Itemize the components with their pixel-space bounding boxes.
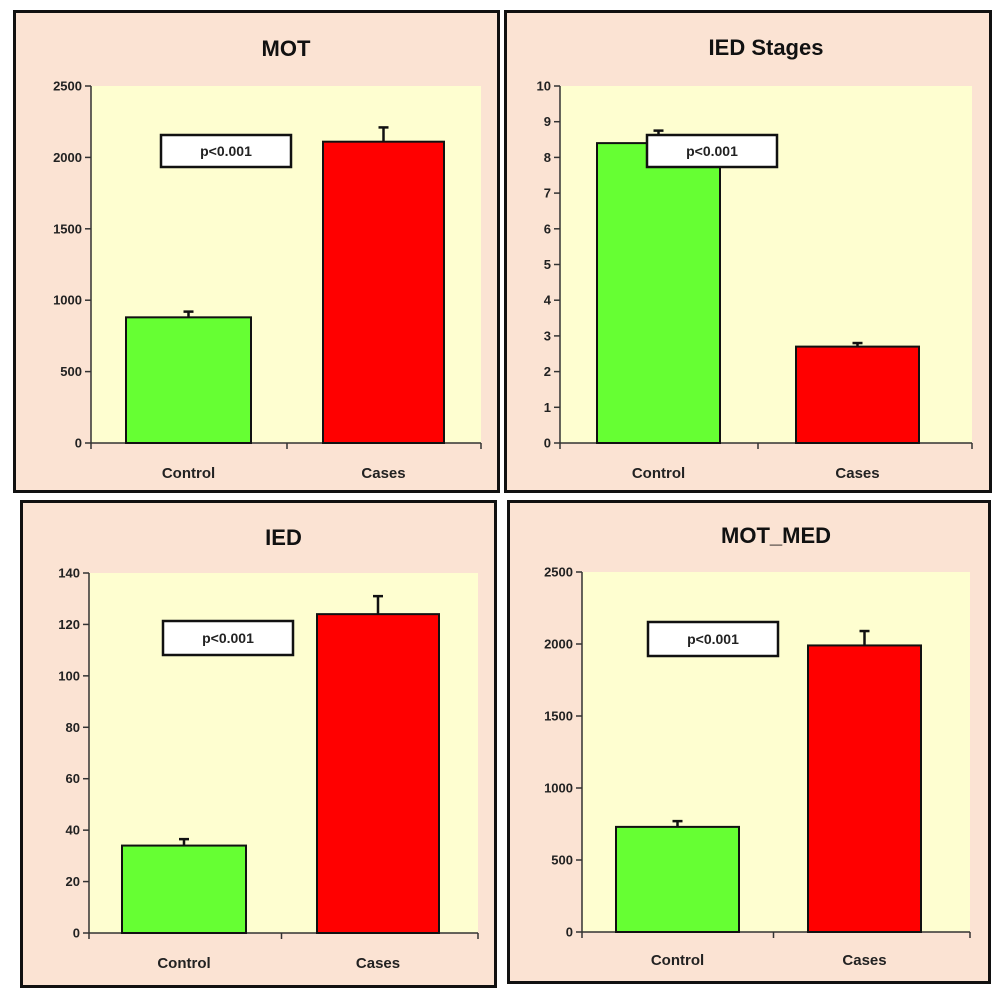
y-tick-label: 20 xyxy=(66,874,80,889)
y-tick-label: 2500 xyxy=(53,79,82,94)
y-tick-label: 500 xyxy=(60,364,82,379)
p-value-label: p<0.001 xyxy=(687,631,739,647)
bar-cases xyxy=(807,644,922,933)
p-value-box xyxy=(645,133,779,169)
bar-control xyxy=(615,825,740,934)
y-tick-label: 6 xyxy=(544,221,551,236)
x-tick-label: Cases xyxy=(356,955,400,972)
p-value-box xyxy=(159,133,293,169)
chart-panel-mot: MOT 0 500 1000 1500 2000 2500 Control Cases p<0.0… xyxy=(13,10,500,493)
p-value-label: p<0.001 xyxy=(202,630,254,646)
chart-panel-ied: IED 0 20 40 60 80 100 120 140 Control Cases p<0.001 xyxy=(20,500,497,988)
p-value-box xyxy=(646,620,780,658)
y-tick-label: 2000 xyxy=(53,150,82,165)
y-tick-label: 500 xyxy=(551,853,573,868)
y-tick-label: 40 xyxy=(66,823,80,838)
chart-mot-med: MOT_MED 0 500 1000 1500 2000 2500 Control Cases p… xyxy=(544,523,971,969)
x-tick-label: Control xyxy=(651,952,704,969)
y-tick-label: 8 xyxy=(544,150,551,165)
y-tick-label: 2500 xyxy=(544,565,573,580)
chart-title: MOT_MED xyxy=(721,523,831,548)
y-tick-label: 120 xyxy=(58,617,80,632)
bar-cases xyxy=(316,613,440,935)
y-tick-label: 100 xyxy=(58,668,80,683)
x-tick-label: Control xyxy=(157,955,210,972)
p-value-label: p<0.001 xyxy=(686,143,738,159)
bar-control xyxy=(125,316,252,444)
y-tick-label: 9 xyxy=(544,114,551,129)
y-tick-label: 1500 xyxy=(53,221,82,236)
chart-title: IED xyxy=(265,525,302,550)
chart-ied: IED 0 20 40 60 80 100 120 140 Control Cases p<0.001 xyxy=(58,525,479,972)
y-tick-label: 10 xyxy=(537,79,551,94)
chart-ied-stages: IED Stages 0 1 2 3 4 5 6 7 8 9 10 Control Cases p<0.00… xyxy=(537,35,973,482)
chart-panel-mot-med: MOT_MED 0 500 1000 1500 2000 2500 Control Cases p… xyxy=(507,500,991,984)
y-tick-label: 80 xyxy=(66,720,80,735)
x-tick-label: Cases xyxy=(835,465,879,482)
y-tick-label: 7 xyxy=(544,186,551,201)
y-tick-label: 1 xyxy=(544,400,551,415)
x-tick-label: Cases xyxy=(361,465,405,482)
x-tick-label: Control xyxy=(162,465,215,482)
y-tick-label: 0 xyxy=(73,926,80,941)
p-value-box xyxy=(161,619,295,657)
y-tick-label: 0 xyxy=(566,925,573,940)
y-tick-label: 1000 xyxy=(544,781,573,796)
y-tick-label: 4 xyxy=(544,293,552,308)
y-tick-label: 2 xyxy=(544,364,551,379)
y-tick-label: 3 xyxy=(544,328,551,343)
chart-title: IED Stages xyxy=(709,35,824,60)
x-tick-label: Control xyxy=(632,465,685,482)
y-tick-label: 60 xyxy=(66,771,80,786)
bar-cases xyxy=(322,140,445,445)
chart-mot: MOT 0 500 1000 1500 2000 2500 Control Cases p<0.0… xyxy=(53,36,482,482)
y-tick-label: 0 xyxy=(75,436,82,451)
y-tick-label: 2000 xyxy=(544,637,573,652)
y-tick-label: 140 xyxy=(58,566,80,581)
bar-control xyxy=(596,142,721,444)
chart-panel-ied-stages: IED Stages 0 1 2 3 4 5 6 7 8 9 10 Control Cases p<0.00… xyxy=(504,10,992,493)
bar-control xyxy=(121,844,247,935)
y-tick-label: 5 xyxy=(544,257,551,272)
y-tick-label: 0 xyxy=(544,436,551,451)
p-value-label: p<0.001 xyxy=(200,143,252,159)
chart-title: MOT xyxy=(262,36,311,61)
y-tick-label: 1500 xyxy=(544,709,573,724)
y-tick-label: 1000 xyxy=(53,293,82,308)
x-tick-label: Cases xyxy=(842,952,886,969)
bar-cases xyxy=(795,345,920,444)
